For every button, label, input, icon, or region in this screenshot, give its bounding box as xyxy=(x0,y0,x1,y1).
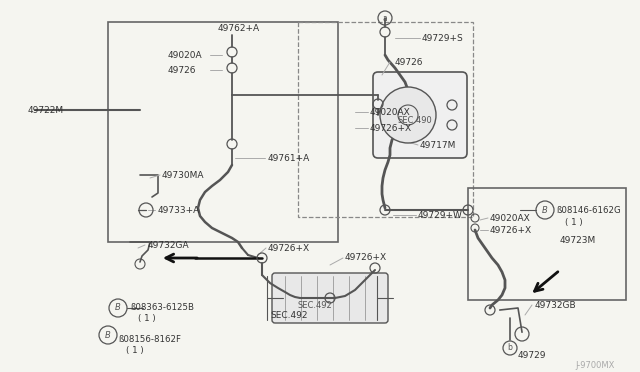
Text: b: b xyxy=(508,343,513,353)
FancyBboxPatch shape xyxy=(373,72,467,158)
Text: 49732GB: 49732GB xyxy=(535,301,577,310)
Bar xyxy=(298,22,473,217)
Text: 49730MA: 49730MA xyxy=(162,170,205,180)
Text: 49726: 49726 xyxy=(168,65,196,74)
Text: 49020AX: 49020AX xyxy=(490,214,531,222)
Text: 49020AX: 49020AX xyxy=(370,108,411,116)
Text: ( 1 ): ( 1 ) xyxy=(138,314,156,323)
Bar xyxy=(108,22,338,242)
Text: ( 1 ): ( 1 ) xyxy=(126,346,143,355)
FancyBboxPatch shape xyxy=(272,273,388,323)
Text: SEC.492: SEC.492 xyxy=(298,301,332,311)
Text: B: B xyxy=(542,205,548,215)
Text: a: a xyxy=(383,13,387,22)
Text: ( 1 ): ( 1 ) xyxy=(565,218,582,227)
Text: 49722M: 49722M xyxy=(28,106,64,115)
Text: 49733+A: 49733+A xyxy=(158,205,200,215)
Text: 49723M: 49723M xyxy=(560,235,596,244)
Text: 49729+S: 49729+S xyxy=(422,33,464,42)
Text: ß08363-6125B: ß08363-6125B xyxy=(130,304,194,312)
Text: ß08156-8162F: ß08156-8162F xyxy=(118,336,181,344)
Text: 49726+X: 49726+X xyxy=(268,244,310,253)
Text: SEC.492: SEC.492 xyxy=(270,311,307,321)
Text: J-9700MX: J-9700MX xyxy=(575,360,615,369)
Text: B: B xyxy=(105,330,111,340)
Text: B: B xyxy=(115,304,121,312)
Text: ß08146-6162G: ß08146-6162G xyxy=(556,205,621,215)
Bar xyxy=(468,188,626,300)
Text: 49761+A: 49761+A xyxy=(268,154,310,163)
Text: 49729+W: 49729+W xyxy=(418,211,463,219)
Text: 49726: 49726 xyxy=(395,58,424,67)
Text: 49729: 49729 xyxy=(518,350,547,359)
Text: 49020A: 49020A xyxy=(168,51,203,60)
Text: 49732GA: 49732GA xyxy=(148,241,189,250)
Text: 49726+X: 49726+X xyxy=(370,124,412,132)
Text: 49726+X: 49726+X xyxy=(490,225,532,234)
Text: 49717M: 49717M xyxy=(420,141,456,150)
Text: 49762+A: 49762+A xyxy=(218,23,260,32)
Text: 49726+X: 49726+X xyxy=(345,253,387,263)
Circle shape xyxy=(380,87,436,143)
Text: SEC.490: SEC.490 xyxy=(397,115,433,125)
